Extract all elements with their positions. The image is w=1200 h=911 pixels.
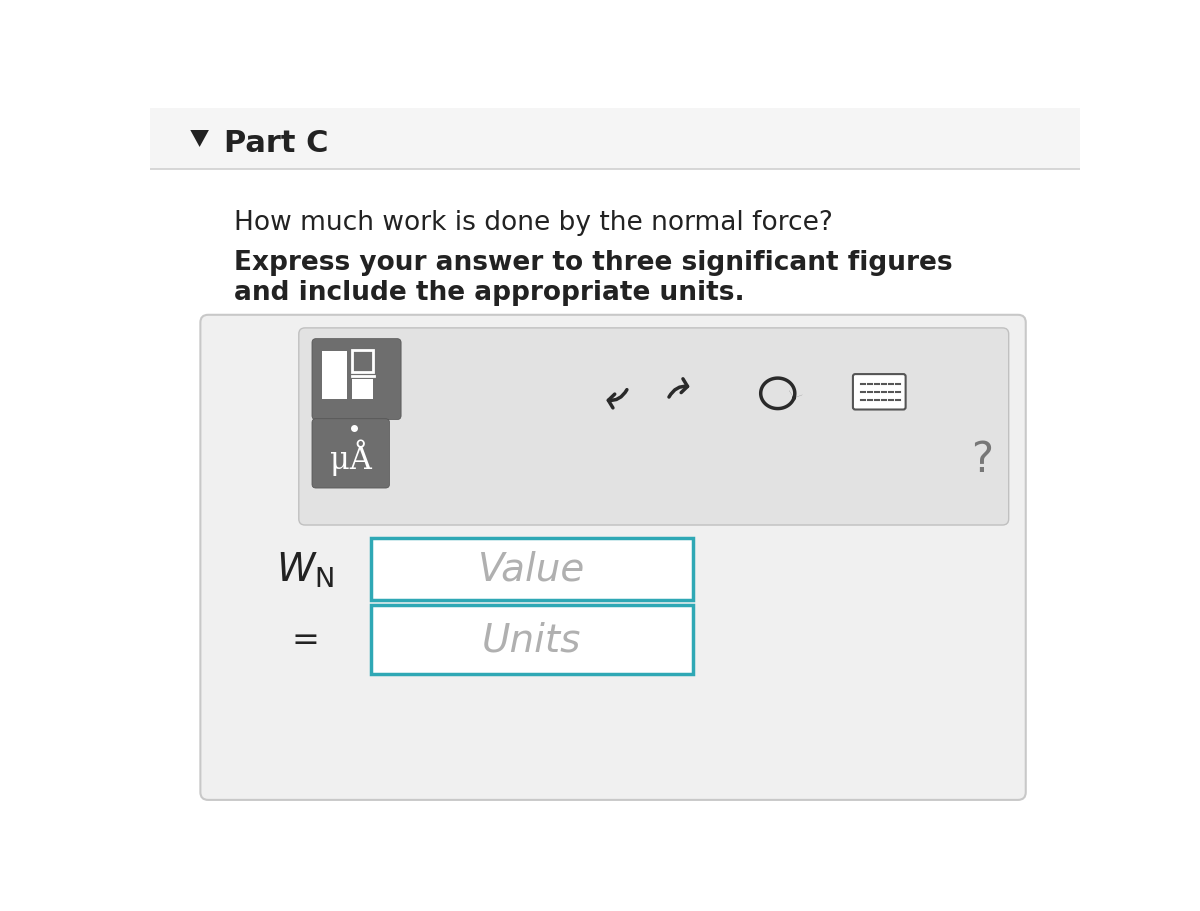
FancyBboxPatch shape <box>299 329 1009 526</box>
Text: Value: Value <box>478 550 586 589</box>
Text: and include the appropriate units.: and include the appropriate units. <box>234 280 744 306</box>
FancyBboxPatch shape <box>312 339 401 420</box>
FancyBboxPatch shape <box>322 352 347 399</box>
Text: How much work is done by the normal force?: How much work is done by the normal forc… <box>234 210 833 235</box>
Text: ?: ? <box>971 438 992 480</box>
FancyBboxPatch shape <box>150 109 1080 169</box>
Text: Express your answer to three significant figures: Express your answer to three significant… <box>234 251 953 276</box>
FancyBboxPatch shape <box>312 419 390 488</box>
FancyBboxPatch shape <box>853 374 906 410</box>
Text: Units: Units <box>482 621 581 659</box>
FancyBboxPatch shape <box>352 380 373 399</box>
FancyBboxPatch shape <box>371 606 692 675</box>
FancyBboxPatch shape <box>371 538 692 600</box>
Text: =: = <box>292 623 319 657</box>
FancyBboxPatch shape <box>200 315 1026 800</box>
Polygon shape <box>191 131 209 148</box>
Text: $W_{\mathrm{N}}$: $W_{\mathrm{N}}$ <box>276 549 334 589</box>
Text: Part C: Part C <box>224 128 329 158</box>
Text: μÅ: μÅ <box>330 439 372 476</box>
